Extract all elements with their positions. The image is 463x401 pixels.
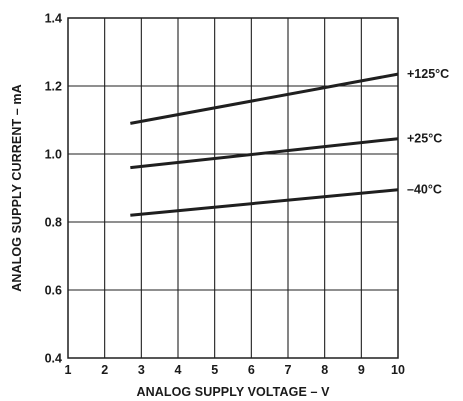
- y-tick-label: 1.0: [45, 148, 62, 162]
- y-tick-labels: 0.4 0.6 0.8 1.0 1.2 1.4: [45, 12, 62, 366]
- x-tick-label: 5: [211, 363, 218, 377]
- grid: [68, 18, 398, 358]
- series-label: +25°C: [407, 132, 442, 146]
- series-labels: +125°C +25°C –40°C: [407, 67, 449, 197]
- x-tick-label: 7: [285, 363, 292, 377]
- y-tick-label: 0.4: [45, 352, 62, 366]
- x-tick-label: 3: [138, 363, 145, 377]
- y-tick-label: 0.8: [45, 216, 62, 230]
- x-tick-label: 4: [175, 363, 182, 377]
- series-line: [130, 137, 399, 170]
- series-label: +125°C: [407, 67, 449, 81]
- series-line: [130, 72, 399, 125]
- y-tick-label: 1.2: [45, 80, 62, 94]
- series-line: [130, 188, 399, 217]
- x-tick-label: 8: [321, 363, 328, 377]
- y-tick-label: 0.6: [45, 284, 62, 298]
- plot-frame: [67, 17, 399, 359]
- y-tick-label: 1.4: [45, 12, 62, 26]
- x-axis-title: ANALOG SUPPLY VOLTAGE – V: [136, 385, 330, 399]
- series-layer: [130, 72, 399, 217]
- y-axis-title: ANALOG SUPPLY CURRENT – mA: [10, 84, 24, 292]
- x-tick-labels: 1 2 3 4 5 6 7 8 9 10: [65, 363, 405, 377]
- x-tick-label: 2: [101, 363, 108, 377]
- x-tick-label: 6: [248, 363, 255, 377]
- x-tick-label: 10: [391, 363, 405, 377]
- x-tick-label: 1: [65, 363, 72, 377]
- series-label: –40°C: [407, 183, 442, 197]
- x-tick-label: 9: [358, 363, 365, 377]
